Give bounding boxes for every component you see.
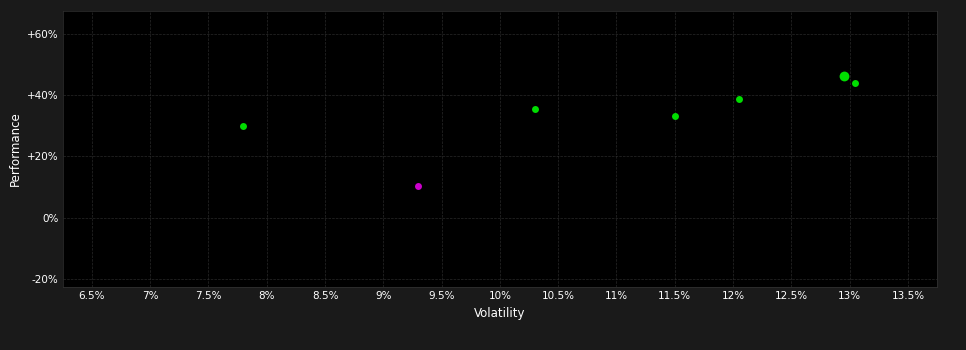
Point bbox=[236, 123, 251, 128]
Point bbox=[731, 96, 747, 101]
Point bbox=[668, 114, 683, 119]
Point bbox=[848, 80, 864, 85]
X-axis label: Volatility: Volatility bbox=[474, 307, 526, 320]
Point bbox=[527, 106, 543, 112]
Point bbox=[411, 183, 426, 188]
Point bbox=[836, 73, 851, 79]
Y-axis label: Performance: Performance bbox=[9, 111, 21, 186]
